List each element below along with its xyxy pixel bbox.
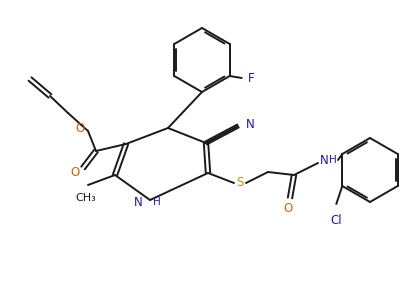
Text: O: O: [70, 166, 80, 180]
Text: N: N: [320, 153, 329, 166]
Text: CH₃: CH₃: [75, 193, 96, 203]
Text: H: H: [329, 155, 337, 165]
Text: O: O: [75, 122, 85, 134]
Text: H: H: [153, 197, 161, 207]
Text: N: N: [134, 196, 143, 208]
Text: F: F: [248, 72, 254, 84]
Text: Cl: Cl: [331, 214, 342, 227]
Text: S: S: [236, 177, 244, 189]
Text: N: N: [246, 118, 255, 130]
Text: O: O: [283, 201, 292, 214]
